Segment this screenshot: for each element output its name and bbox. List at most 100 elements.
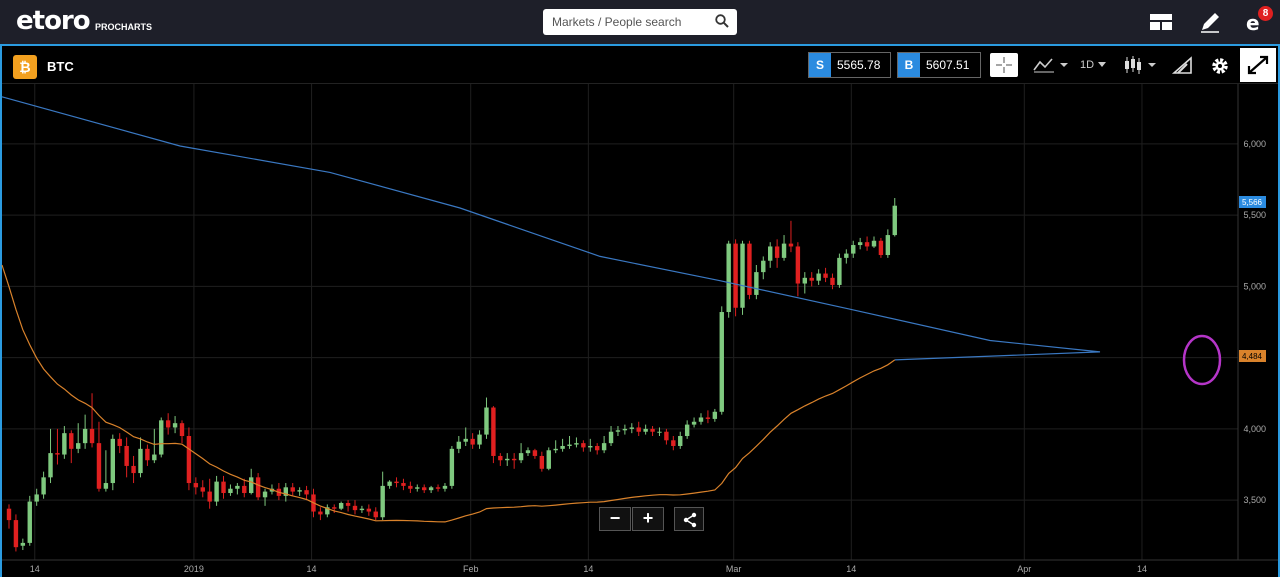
candle-body [477,434,482,445]
candle-body [712,411,718,419]
sell-price-button[interactable]: S 5565.78 [808,52,891,78]
candle-body [332,507,337,509]
candle-body [802,277,807,284]
y-tick-label: 3,500 [1243,495,1266,505]
fullscreen-icon[interactable] [1240,48,1276,82]
candle-body [200,487,205,492]
candle-body [781,243,787,258]
candle-body [878,240,884,256]
candle-body [546,450,551,469]
settings-gear-icon[interactable] [1208,52,1232,78]
candle-body [304,490,309,495]
candle-body [518,453,524,461]
candle-body [193,483,199,488]
buy-price-button[interactable]: B 5607.51 [897,52,981,78]
candle-body [172,423,178,428]
candle-body [325,507,330,515]
candle-body [567,444,572,446]
candle-body [428,487,434,491]
drawing-tools-icon[interactable] [1170,52,1196,78]
candle-body [491,407,496,456]
candle-body [338,502,344,509]
search-icon[interactable] [715,14,729,28]
candlestick-type-icon[interactable] [1122,52,1158,78]
candle-body [34,494,39,502]
x-tick-label: Apr [1017,564,1031,574]
candle-body [27,501,32,543]
x-tick-label: 14 [846,564,856,574]
candle-body [221,481,226,494]
candle-body [539,455,545,469]
candle-body [62,433,67,455]
candle-body [581,443,586,448]
x-tick-label: Mar [726,564,742,574]
indicators-icon[interactable] [1032,52,1072,78]
candle-body [636,427,641,432]
candle-body [373,511,378,518]
timeframe-select[interactable]: 1D [1080,52,1110,78]
candle-body [664,431,669,441]
candle-body [103,483,109,489]
candle-body [345,502,351,506]
candle-body [560,445,565,449]
candle-body [380,485,385,518]
candle-body [844,253,849,258]
bitcoin-icon: ₿ [13,55,37,79]
candle-body [20,542,26,546]
buy-price: 5607.51 [926,58,970,72]
candle-body [124,445,129,466]
candle-body [830,277,835,285]
crosshair-icon[interactable] [990,53,1018,77]
candle-body [359,508,365,511]
notifications-badge: 8 [1258,6,1273,21]
zoom-in-button[interactable]: + [632,507,664,531]
candle-body [505,458,510,461]
candle-body [290,487,295,492]
etoro-logo[interactable]: etoro [16,6,91,36]
candle-body [733,243,738,308]
candle-body [318,511,323,515]
candle-body [186,436,192,484]
sell-price: 5565.78 [837,58,881,72]
ma-label-box [1239,350,1266,362]
candle-body [214,481,219,502]
candle-body [719,312,724,412]
candle-body [726,243,731,313]
candle-body [671,440,676,446]
candle-body [691,421,697,425]
candle-body [145,448,150,461]
buy-tag: B [898,53,920,77]
candle-body [408,485,413,489]
candle-body [740,243,745,308]
candle-body [442,485,448,489]
x-axis: 14 2019 14 Feb 14 Mar 14 Apr 14 [2,559,1278,574]
timeframe-label: 1D [1080,59,1095,71]
x-tick-label: 2019 [184,564,204,574]
search-placeholder: Markets / People search [552,15,682,29]
notifications-icon[interactable]: e [1243,9,1269,35]
candle-body [705,417,711,419]
candle-body [242,485,247,494]
candle-body [892,205,897,236]
candle-body [595,445,600,451]
ma-label: 4,484 [1242,352,1263,361]
candle-body [41,477,46,495]
candle-body [352,505,358,511]
highlight-ellipse [1182,334,1222,386]
candle-body [435,487,441,489]
candle-body [608,431,614,444]
share-button[interactable] [674,507,704,531]
layout-icon[interactable] [1148,9,1174,35]
candle-body [456,441,461,449]
candle-body [235,485,240,489]
candle-body [698,417,704,422]
candle-body [816,273,821,281]
zoom-out-button[interactable]: − [599,507,631,531]
candle-body [871,240,877,247]
search-input[interactable]: Markets / People search [543,9,737,35]
candle-body [823,273,828,278]
pencil-icon[interactable] [1197,9,1223,35]
candle-body [498,455,503,461]
